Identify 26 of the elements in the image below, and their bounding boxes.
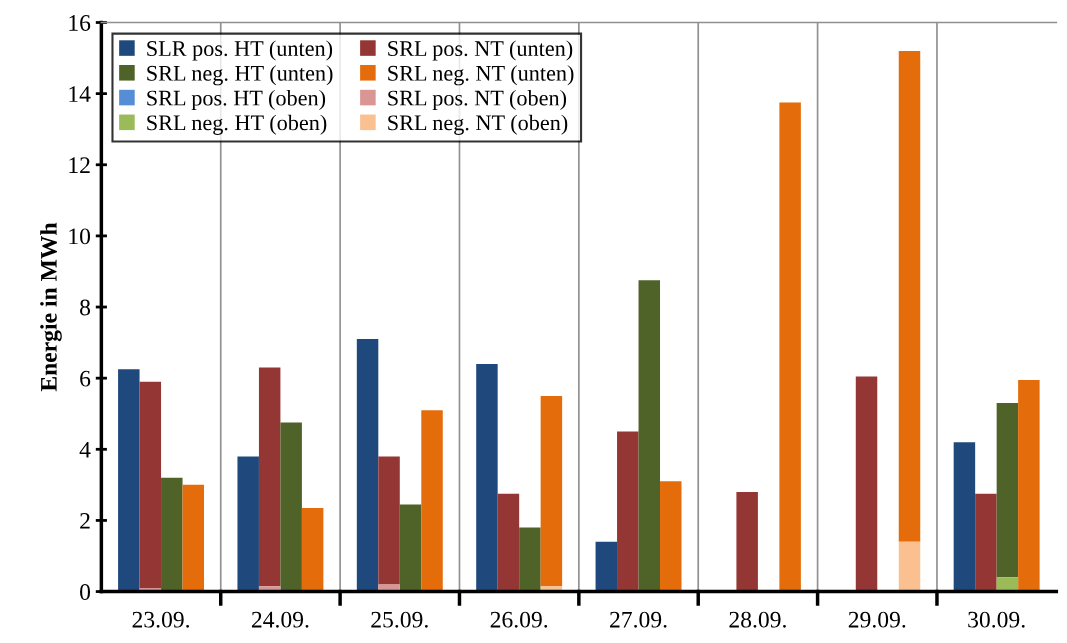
y-tick-label: 4 <box>79 441 91 458</box>
y-tick-label: 6 <box>80 370 91 387</box>
y-tick-label: 16 <box>69 15 91 31</box>
y-tick-label: 8 <box>80 299 91 316</box>
y-tick-label: 0 <box>80 584 91 600</box>
y-tick-label: 14 <box>69 86 91 102</box>
x-tick-label: 29.09. <box>848 611 906 628</box>
y-tick-label: 2 <box>80 512 90 529</box>
legend-label: SRL neg. NT (oben) <box>388 114 568 135</box>
x-tick-label: 28.09. <box>729 611 786 628</box>
legend-label: SRL neg. HT (unten) <box>147 65 333 86</box>
x-tick-label: 25.09. <box>371 611 428 628</box>
legend-label: SRL pos. NT (unten) <box>388 40 573 61</box>
legend-label: SLR pos. HT (unten) <box>147 40 333 61</box>
legend-label: SRL pos. NT (oben) <box>388 89 567 111</box>
x-tick-label: 23.09. <box>132 611 190 628</box>
legend-label: SRL pos. HT (oben) <box>147 89 326 111</box>
x-tick-label: 26.09. <box>490 611 548 628</box>
legend-label: SRL neg. NT (unten) <box>388 65 574 86</box>
x-tick-label: 24.09. <box>251 611 309 628</box>
y-tick-label: 10 <box>69 228 91 245</box>
legend-label: SRL neg. HT (oben) <box>147 114 327 135</box>
y-axis-title: Energie in MWh <box>40 222 62 392</box>
x-tick-label: 30.09. <box>968 611 1025 628</box>
y-tick-label: 12 <box>69 157 90 173</box>
x-tick-label: 27.09. <box>610 611 667 628</box>
